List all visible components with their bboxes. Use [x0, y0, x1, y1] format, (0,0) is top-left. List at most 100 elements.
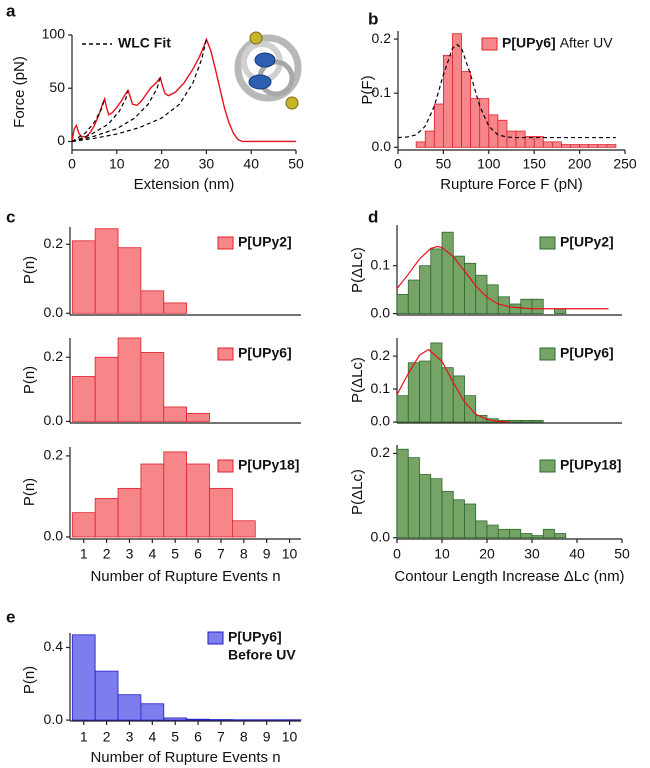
- y-tick-label: 0.2: [371, 444, 391, 460]
- x-tick-label: 250: [613, 156, 637, 172]
- bar: [231, 520, 256, 538]
- x-tick-label: 40: [243, 156, 259, 172]
- legend-label: P[UPy6]: [560, 345, 614, 361]
- histogram-bar: [464, 503, 477, 539]
- x-tick-label: 0: [393, 546, 401, 562]
- y-tick-label: 0.0: [44, 711, 64, 727]
- x-tick-label: 7: [217, 729, 225, 745]
- x-axis-label: Contour Length Increase ΔLc (nm): [394, 568, 624, 585]
- x-tick-label: 6: [194, 546, 202, 562]
- bar: [186, 463, 210, 538]
- x-tick-label: 40: [569, 546, 585, 562]
- histogram-bar: [430, 248, 443, 314]
- y-tick-label: 0.4: [44, 638, 64, 654]
- x-tick-label: 8: [240, 546, 248, 562]
- panel-letter: d: [368, 207, 378, 226]
- y-axis-label: Force (pN): [11, 56, 28, 128]
- legend-label: P[UPy6]: [502, 35, 556, 51]
- bar: [209, 487, 233, 538]
- histogram-bar: [407, 457, 420, 539]
- histogram-bar: [520, 533, 533, 539]
- x-tick-label: 7: [217, 546, 225, 562]
- bar: [186, 412, 210, 422]
- histogram-bar: [424, 130, 435, 148]
- histogram-bar: [488, 114, 499, 148]
- x-tick-label: 100: [477, 156, 501, 172]
- y-tick-label: 0.2: [371, 347, 391, 363]
- bar: [117, 487, 142, 538]
- y-axis-label: P(F): [359, 75, 376, 104]
- x-tick-label: 5: [171, 546, 179, 562]
- histogram-bar: [520, 419, 533, 423]
- legend-label: WLC Fit: [118, 35, 171, 51]
- histogram-bar: [486, 524, 499, 539]
- panel-letter: c: [6, 207, 15, 226]
- bar: [163, 451, 188, 538]
- histogram-bar: [588, 144, 599, 148]
- y-tick-label: 0.1: [371, 380, 391, 396]
- x-tick-label: 30: [524, 546, 540, 562]
- histogram-bar: [461, 71, 472, 148]
- x-axis-label: Rupture Force F (pN): [440, 176, 583, 193]
- histogram-bar: [497, 119, 508, 148]
- bar: [140, 703, 165, 721]
- legend-label: P[UPy6]: [228, 629, 282, 645]
- bar: [94, 670, 119, 721]
- histogram-bar: [497, 528, 510, 539]
- histogram-bar: [520, 298, 533, 314]
- y-axis-label: P(ΔLc): [349, 247, 366, 293]
- x-tick-label: 20: [479, 546, 495, 562]
- histogram-bar: [554, 308, 567, 314]
- histogram-bar: [441, 367, 454, 423]
- histogram-bar: [606, 144, 617, 148]
- legend-label: P[UPy6]: [238, 345, 292, 361]
- bar: [163, 717, 188, 721]
- x-tick-label: 5: [171, 729, 179, 745]
- bar: [71, 376, 96, 422]
- histogram-bar: [486, 284, 499, 314]
- y-tick-label: 0.0: [372, 138, 392, 154]
- x-tick-label: 3: [126, 546, 134, 562]
- legend-swatch: [539, 236, 556, 250]
- legend-swatch: [539, 347, 556, 361]
- histogram-bar: [531, 535, 544, 539]
- histogram-bar: [531, 419, 544, 423]
- histogram-bar: [506, 130, 517, 148]
- x-tick-label: 10: [434, 546, 450, 562]
- histogram-bar: [470, 98, 481, 148]
- x-tick-label: 4: [148, 729, 156, 745]
- x-tick-label: 1: [80, 546, 88, 562]
- x-tick-label: 9: [263, 729, 271, 745]
- y-tick-label: 50: [49, 79, 65, 95]
- x-tick-label: 200: [568, 156, 592, 172]
- histogram-bar: [464, 262, 477, 314]
- x-tick-label: 50: [614, 546, 630, 562]
- x-tick-label: 4: [148, 546, 156, 562]
- histogram-bar: [554, 533, 567, 539]
- y-tick-label: 0.2: [44, 235, 64, 251]
- bar: [140, 290, 165, 314]
- histogram-bar: [441, 231, 454, 314]
- x-axis-label: Number of Rupture Events n: [90, 568, 280, 585]
- fit-curve: [396, 348, 510, 423]
- y-tick-label: 0.2: [44, 348, 64, 364]
- histogram-bar: [551, 141, 562, 148]
- x-tick-label: 2: [103, 546, 111, 562]
- bar: [140, 463, 165, 538]
- y-tick-label: 0.0: [371, 304, 391, 320]
- y-tick-label: 0: [57, 132, 65, 148]
- histogram-bar: [515, 130, 526, 148]
- legend-note: After UV: [560, 35, 614, 51]
- bar: [186, 718, 210, 721]
- x-tick-label: 20: [154, 156, 170, 172]
- y-tick-label: 0.0: [371, 528, 391, 544]
- histogram-bar: [430, 342, 443, 423]
- histogram-bar: [531, 298, 544, 314]
- x-tick-label: 1: [80, 729, 88, 745]
- x-tick-label: 0: [68, 156, 76, 172]
- legend-swatch: [207, 631, 224, 645]
- histogram-bar: [597, 144, 608, 148]
- histogram-bar: [561, 144, 571, 148]
- bar: [117, 247, 142, 314]
